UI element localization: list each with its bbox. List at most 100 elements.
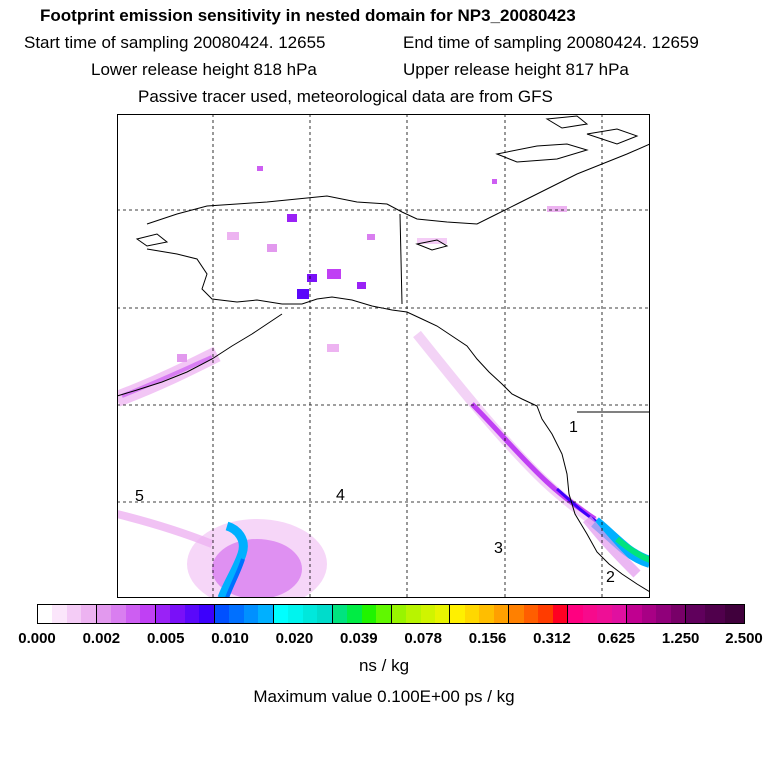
- coastline-peninsula: [117, 313, 283, 397]
- speckle: [492, 179, 497, 184]
- speckle: [547, 206, 567, 212]
- coastline-bering: [146, 248, 283, 305]
- colorbar-swatch: [568, 605, 583, 623]
- colorbar-swatch: [479, 605, 494, 623]
- speckle: [257, 166, 263, 171]
- colorbar-swatch: [538, 605, 553, 623]
- colorbar-swatch: [81, 605, 96, 623]
- end-time-text: End time of sampling 20080424. 12659: [403, 33, 699, 52]
- colorbar-segment: [509, 605, 569, 623]
- colorbar-swatch: [199, 605, 214, 623]
- colorbar-swatch: [258, 605, 273, 623]
- colorbar-swatch: [376, 605, 391, 623]
- speckle: [297, 289, 309, 299]
- colorbar-swatch: [96, 605, 112, 623]
- colorbar-swatch: [229, 605, 244, 623]
- upper-release-text: Upper release height 817 hPa: [403, 60, 629, 79]
- colorbar-swatch: [627, 605, 642, 623]
- colorbar-swatch: [302, 605, 318, 623]
- colorbar-swatch: [434, 605, 450, 623]
- colorbar-segment: [627, 605, 687, 623]
- colorbar-swatch: [347, 605, 362, 623]
- colorbar-swatch: [332, 605, 348, 623]
- map-panel: 5 4 3 2 1: [117, 114, 650, 598]
- swirl-core-inner: [225, 558, 245, 598]
- colorbar-swatch: [391, 605, 407, 623]
- colorbar-segment: [391, 605, 451, 623]
- colorbar-swatch: [611, 605, 627, 623]
- colorbar-swatch: [273, 605, 289, 623]
- colorbar-swatch: [450, 605, 465, 623]
- start-time-text: Start time of sampling 20080424. 12655: [24, 33, 326, 52]
- colorbar-tick-label: 0.020: [275, 630, 314, 647]
- colorbar-tick-label: 0.002: [82, 630, 121, 647]
- point-label: 3: [494, 540, 503, 557]
- point-labels: 5 4 3 2 1: [135, 419, 615, 586]
- colorbar-swatch: [155, 605, 171, 623]
- speckle: [227, 232, 239, 240]
- tracer-info-text: Passive tracer used, meteorological data…: [138, 87, 553, 106]
- speckle: [367, 234, 375, 240]
- maximum-value-text: Maximum value 0.100E+00 ps / kg: [253, 687, 515, 706]
- colorbar-swatch: [656, 605, 671, 623]
- point-label: 5: [135, 488, 144, 505]
- colorbar-swatch: [523, 605, 539, 623]
- colorbar-swatch: [705, 605, 725, 623]
- colorbar-tick-labels: 0.000 0.002 0.005 0.010 0.020 0.039 0.078 0.156…: [0, 630, 768, 650]
- colorbar-segment: [686, 605, 745, 623]
- colorbar: [37, 604, 745, 624]
- colorbar-swatch: [724, 605, 745, 623]
- arctic-islands: [135, 115, 639, 251]
- colorbar-swatch: [170, 605, 185, 623]
- colorbar-swatch: [582, 605, 598, 623]
- colorbar-tick-label: 1.250: [661, 630, 700, 647]
- swirl-core: [217, 521, 248, 598]
- colorbar-swatch: [243, 605, 259, 623]
- map-frame: [117, 114, 650, 598]
- coastlines: [117, 115, 650, 593]
- coastline-pnw: [536, 405, 650, 593]
- colorbar-swatch: [464, 605, 480, 623]
- colorbar-tick-label: 0.078: [404, 630, 442, 647]
- colorbar-segment: [450, 605, 510, 623]
- colorbar-segment: [273, 605, 333, 623]
- colorbar-swatch: [140, 605, 155, 623]
- colorbar-swatch: [552, 605, 568, 623]
- colorbar-swatch: [641, 605, 657, 623]
- speckle: [287, 214, 297, 222]
- speckle: [177, 354, 187, 362]
- colorbar-swatch: [420, 605, 435, 623]
- swirl-tail: [117, 510, 214, 548]
- colorbar-swatch: [597, 605, 612, 623]
- colorbar-swatch: [214, 605, 230, 623]
- speckle: [327, 344, 339, 352]
- coastline-north: [146, 143, 650, 225]
- border-alaska-canada: [399, 213, 403, 305]
- point-label: 1: [569, 419, 578, 436]
- speckle: [357, 282, 366, 289]
- colorbar-swatch: [493, 605, 509, 623]
- graticule: [117, 114, 650, 598]
- map-title: Footprint emission sensitivity in nested…: [40, 6, 576, 25]
- lower-release-text: Lower release height 818 hPa: [91, 60, 317, 79]
- colorbar-swatch: [361, 605, 377, 623]
- colorbar-tick-label: 0.010: [211, 630, 249, 647]
- colorbar-segment: [332, 605, 392, 623]
- point-label: 2: [606, 569, 615, 586]
- colorbar-segment: [155, 605, 215, 623]
- speckle: [327, 269, 341, 279]
- speckle: [307, 274, 317, 282]
- plume-coastal-fringe: [583, 515, 641, 578]
- colorbar-swatch: [288, 605, 303, 623]
- colorbar-swatch: [406, 605, 421, 623]
- colorbar-segment: [96, 605, 156, 623]
- colorbar-tick-label: 0.156: [468, 630, 507, 647]
- coastline-alaska-south: [282, 296, 538, 407]
- colorbar-swatch: [509, 605, 524, 623]
- speckle: [267, 244, 277, 252]
- emission-plume: [117, 166, 650, 598]
- colorbar-swatch: [125, 605, 141, 623]
- colorbar-swatch: [317, 605, 332, 623]
- colorbar-swatch: [38, 605, 53, 623]
- colorbar-swatch: [686, 605, 706, 623]
